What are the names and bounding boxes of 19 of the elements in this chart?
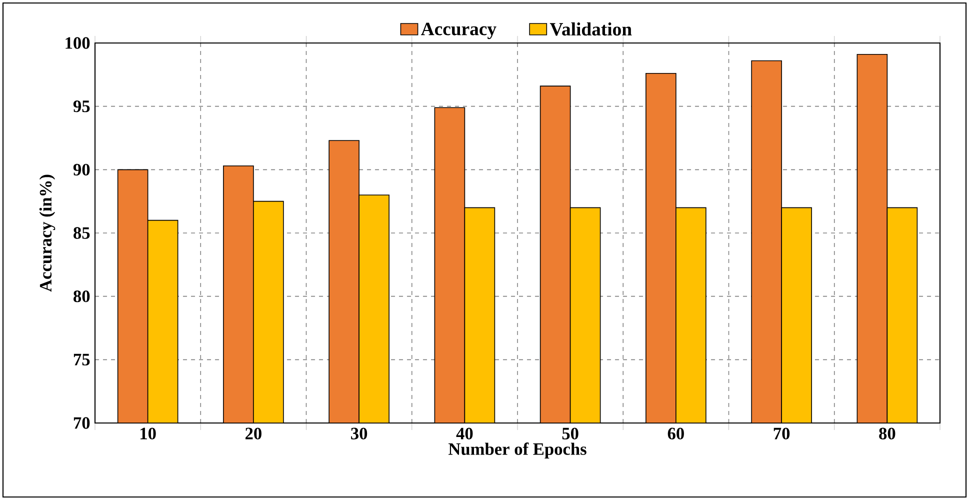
y-axis-title: Accuracy (in%) (39, 174, 56, 292)
x-tick-label: 60 (668, 428, 684, 440)
y-tick-label: 100 (66, 37, 90, 49)
y-tick-label: 75 (74, 354, 90, 366)
y-tick-label: 70 (74, 417, 90, 429)
x-tick-label: 70 (774, 428, 790, 440)
x-tick-label: 50 (562, 428, 578, 440)
legend-label: Validation (550, 22, 632, 36)
y-tick-label: 95 (73, 100, 90, 112)
x-tick-label: 40 (456, 428, 473, 440)
y-tick-label: 80 (74, 290, 90, 302)
x-tick-label: 10 (140, 428, 156, 440)
x-tick-label: 30 (351, 428, 368, 440)
x-axis-title: Number of Epochs (448, 442, 586, 458)
legend-label: Accuracy (421, 22, 496, 40)
y-tick-label: 85 (74, 227, 90, 239)
x-tick-label: 20 (246, 428, 262, 440)
y-tick-label: 90 (73, 164, 90, 176)
x-tick-label: 80 (879, 428, 896, 440)
